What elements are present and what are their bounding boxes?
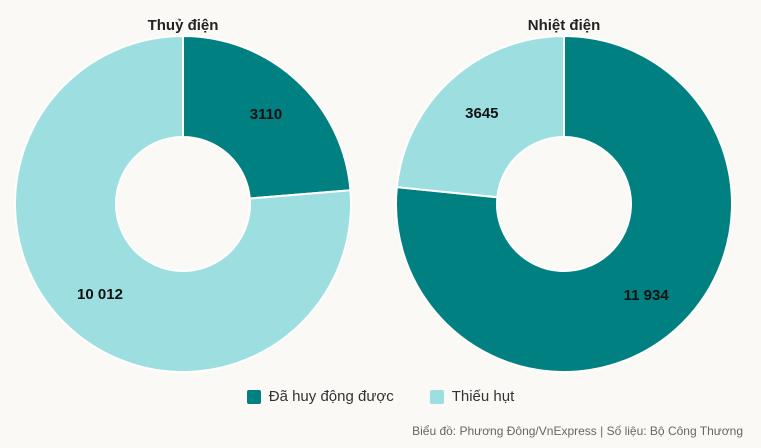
chart-title-thuy-dien: Thuỷ điện bbox=[148, 17, 219, 34]
slice-thieu-hut-0 bbox=[14, 34, 352, 373]
slice-label-thieu-hut-1: 3645 bbox=[465, 105, 498, 122]
slice-label-da-huy-dong-1: 11 934 bbox=[624, 287, 670, 304]
legend-item-thieu-hut[interactable]: Thiếu hụt bbox=[429, 388, 515, 405]
legend-swatch-da-huy-dong bbox=[246, 389, 261, 404]
donut-chart-nhiet-dien: Nhiệt điện 11 934 3645 bbox=[395, 17, 733, 373]
legend-label-thieu-hut: Thiếu hụt bbox=[451, 388, 515, 405]
legend-label-da-huy-dong: Đã huy động được bbox=[268, 388, 394, 405]
source-footer: Biểu đồ: Phương Đông/VnExpress | Số liệu… bbox=[412, 424, 743, 438]
slice-label-thieu-hut-0: 10 012 bbox=[77, 286, 123, 303]
donut-charts: Thuỷ điện 3110 10 012 Nhiệt điện 11 934 36… bbox=[14, 17, 733, 373]
donut-chart-thuy-dien: Thuỷ điện 3110 10 012 bbox=[14, 17, 352, 373]
slice-da-huy-dong-1 bbox=[395, 34, 733, 373]
legend-item-da-huy-dong[interactable]: Đã huy động được bbox=[246, 388, 394, 405]
legend-swatch-thieu-hut bbox=[429, 389, 444, 404]
legend: Đã huy động được Thiếu hụt bbox=[0, 388, 761, 405]
chart-title-nhiet-dien: Nhiệt điện bbox=[528, 17, 601, 34]
slice-thieu-hut-1 bbox=[395, 34, 565, 199]
slice-label-da-huy-dong-0: 3110 bbox=[250, 106, 283, 123]
slice-da-huy-dong-0 bbox=[182, 34, 352, 200]
